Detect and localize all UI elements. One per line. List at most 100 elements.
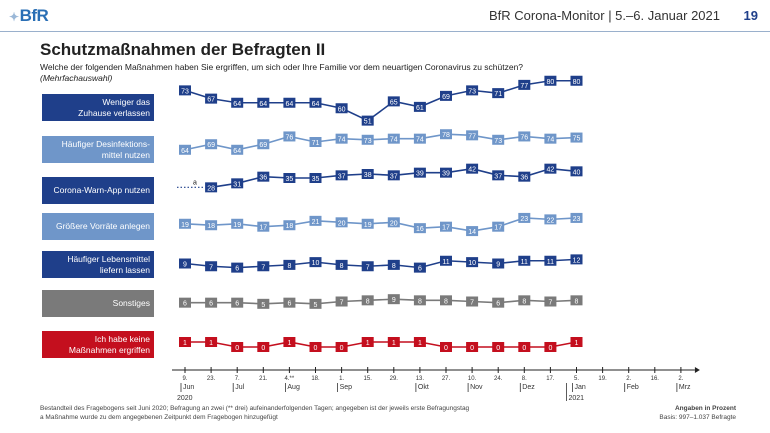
data-point: [518, 255, 531, 266]
data-point: [179, 297, 191, 308]
data-label: 69: [259, 142, 267, 149]
x-tick-month: Aug: [287, 384, 300, 391]
data-label: 75: [573, 136, 581, 143]
data-label: 76: [286, 134, 294, 141]
data-point: [205, 182, 218, 193]
data-point: [205, 220, 218, 231]
data-point: [544, 163, 557, 174]
data-label: 78: [442, 132, 450, 139]
data-point: [466, 257, 479, 268]
data-label: 6: [418, 266, 422, 273]
data-point: [492, 297, 505, 308]
data-label: 11: [521, 259, 528, 266]
data-point: [413, 133, 426, 144]
footer-notes: Bestandteil des Fragebogens seit Juni 20…: [40, 404, 469, 423]
x-tick-day: 2.: [678, 376, 683, 382]
data-point: [309, 173, 322, 183]
data-point: [283, 337, 296, 347]
data-point: [440, 167, 452, 178]
data-label: 6: [496, 301, 500, 308]
data-label: 35: [312, 176, 320, 183]
x-tick-day: 17.: [546, 376, 555, 382]
data-label: 0: [444, 345, 448, 352]
x-tick-day: 29.: [390, 376, 399, 382]
data-label: 39: [442, 171, 450, 178]
data-point: [335, 133, 348, 144]
data-point: [257, 342, 270, 352]
slide-subtitle: Welche der folgenden Maßnahmen haben Sie…: [40, 62, 524, 72]
x-tick-month: Jun: [183, 384, 194, 391]
data-point: [257, 298, 270, 309]
footer-base: Basis: 997–1.037 Befragte: [659, 414, 736, 422]
data-point: [466, 296, 479, 307]
data-point: [257, 171, 270, 182]
x-tick-day: 10.: [468, 376, 477, 382]
multiple-choice-note: (Mehrfachauswahl): [40, 73, 113, 83]
data-point: [570, 212, 583, 223]
data-point: [361, 169, 374, 179]
data-label: 8: [418, 298, 422, 305]
data-label: 74: [547, 137, 555, 144]
data-label: 6: [235, 301, 239, 308]
data-label: 51: [364, 119, 372, 126]
data-label: 80: [573, 79, 581, 86]
x-tick-month: Nov: [470, 384, 483, 391]
data-point: [361, 134, 374, 145]
data-point: [492, 170, 505, 181]
data-label: 0: [470, 345, 474, 352]
data-point: [361, 295, 374, 306]
data-point: [544, 296, 557, 307]
data-point: [335, 170, 348, 181]
data-point: [518, 295, 531, 306]
data-label: 71: [312, 140, 320, 147]
x-tick-year: 2021: [569, 395, 585, 402]
data-label: 7: [548, 300, 552, 307]
data-point: [466, 85, 479, 96]
data-point: [283, 220, 296, 231]
data-point: [257, 139, 270, 150]
data-point: [544, 255, 557, 266]
series-line: [184, 133, 577, 151]
data-label: 10: [468, 260, 476, 267]
data-label: 1: [183, 340, 187, 347]
data-point: [205, 261, 218, 272]
data-label: 74: [338, 137, 346, 144]
data-label: 22: [547, 217, 555, 224]
data-label: 42: [547, 167, 555, 174]
series-line: [185, 298, 577, 305]
data-point: [466, 163, 479, 174]
data-point: [492, 221, 505, 232]
series-line: [184, 217, 577, 232]
data-point: [387, 217, 400, 228]
row-label-stay-home: Weniger das Zuhause verlassen: [42, 94, 154, 121]
data-point: [440, 295, 452, 306]
data-point: [179, 337, 191, 347]
data-point: [544, 342, 557, 352]
data-point: [387, 96, 400, 107]
data-label: 64: [259, 101, 267, 108]
x-tick-day: 7.: [235, 376, 240, 382]
x-tick-day: 13.: [416, 376, 425, 382]
data-point: [544, 214, 557, 225]
data-label: 37: [338, 173, 346, 180]
data-point: [283, 173, 296, 183]
data-label: 7: [261, 264, 265, 271]
data-point: [231, 218, 244, 229]
data-label: 39: [416, 171, 424, 178]
data-point: [518, 342, 531, 352]
data-point: [570, 132, 583, 143]
data-label: 6: [209, 301, 213, 308]
data-point: [413, 262, 426, 273]
data-label: 69: [442, 94, 450, 101]
x-tick-day: 9.: [182, 376, 187, 382]
data-point: [231, 144, 244, 155]
data-point: [309, 137, 322, 147]
data-point: [205, 297, 218, 308]
data-label: 0: [340, 345, 344, 352]
data-point: [492, 134, 505, 145]
data-label: 80: [547, 79, 555, 86]
data-point: [361, 261, 374, 272]
data-label: 6: [235, 266, 239, 273]
data-point: [492, 258, 505, 269]
bfr-logo: ✦BfR: [9, 6, 49, 26]
